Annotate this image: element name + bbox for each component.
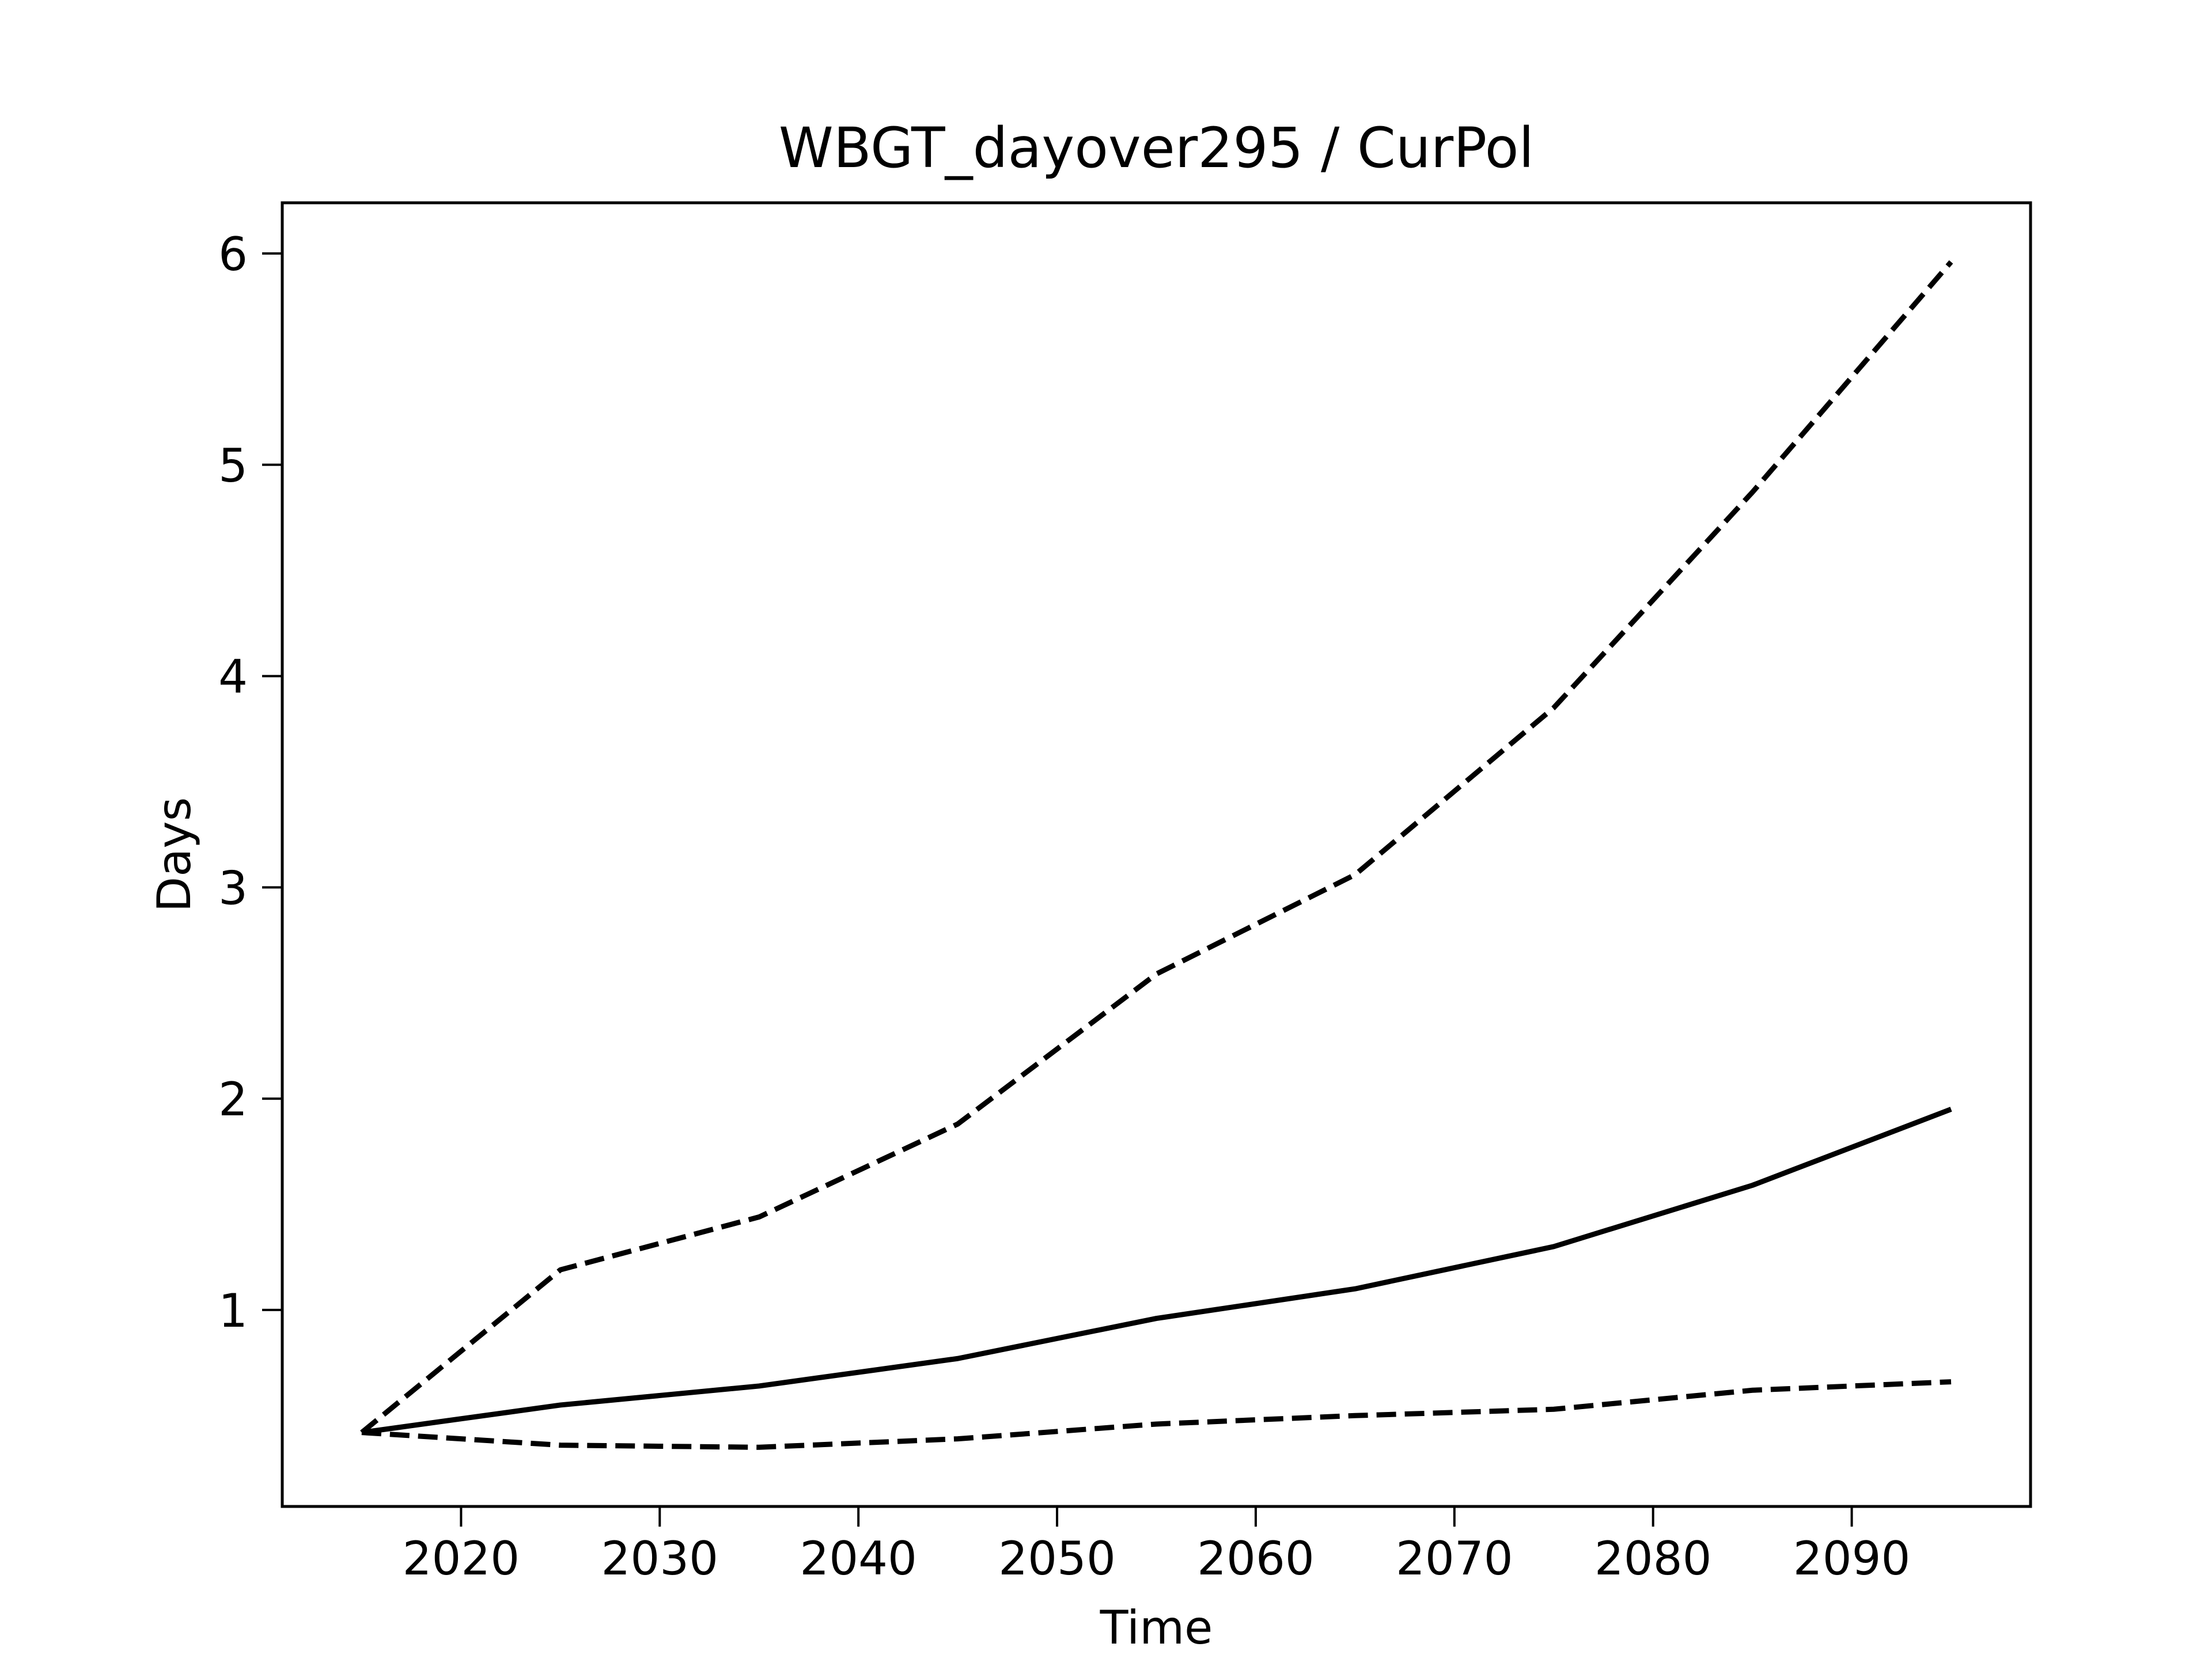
y-tick-label: 5 — [218, 439, 248, 493]
series-line-3 — [361, 1379, 1952, 1450]
y-axis-label: Days — [147, 797, 201, 913]
x-tick-label: 2060 — [1197, 1532, 1315, 1585]
x-tick-label: 2030 — [601, 1532, 718, 1585]
series-line-2 — [361, 1107, 1952, 1436]
x-tick-label: 2080 — [1594, 1532, 1712, 1585]
y-tick-label: 2 — [218, 1073, 248, 1126]
y-tick-label: 6 — [218, 228, 248, 281]
x-tick-label: 2090 — [1793, 1532, 1911, 1585]
y-tick-label: 1 — [218, 1284, 248, 1338]
x-tick-label: 2040 — [800, 1532, 917, 1585]
series-layer — [360, 260, 1953, 1450]
x-axis-label: Time — [1100, 1601, 1213, 1655]
y-tick-label: 3 — [218, 861, 248, 915]
x-tick-label: 2020 — [403, 1532, 520, 1585]
plot-frame — [281, 201, 2032, 1508]
chart-title: WBGT_dayover295 / CurPol — [779, 116, 1534, 180]
ticks-layer: 2020 2030 2040 2050 2060 2070 2080 2090 1 2 3 4 5 6 — [218, 228, 1910, 1585]
series-line-1 — [360, 260, 1953, 1435]
x-tick-label: 2070 — [1396, 1532, 1513, 1585]
x-tick-label: 2050 — [998, 1532, 1116, 1585]
y-tick-label: 4 — [218, 650, 248, 704]
